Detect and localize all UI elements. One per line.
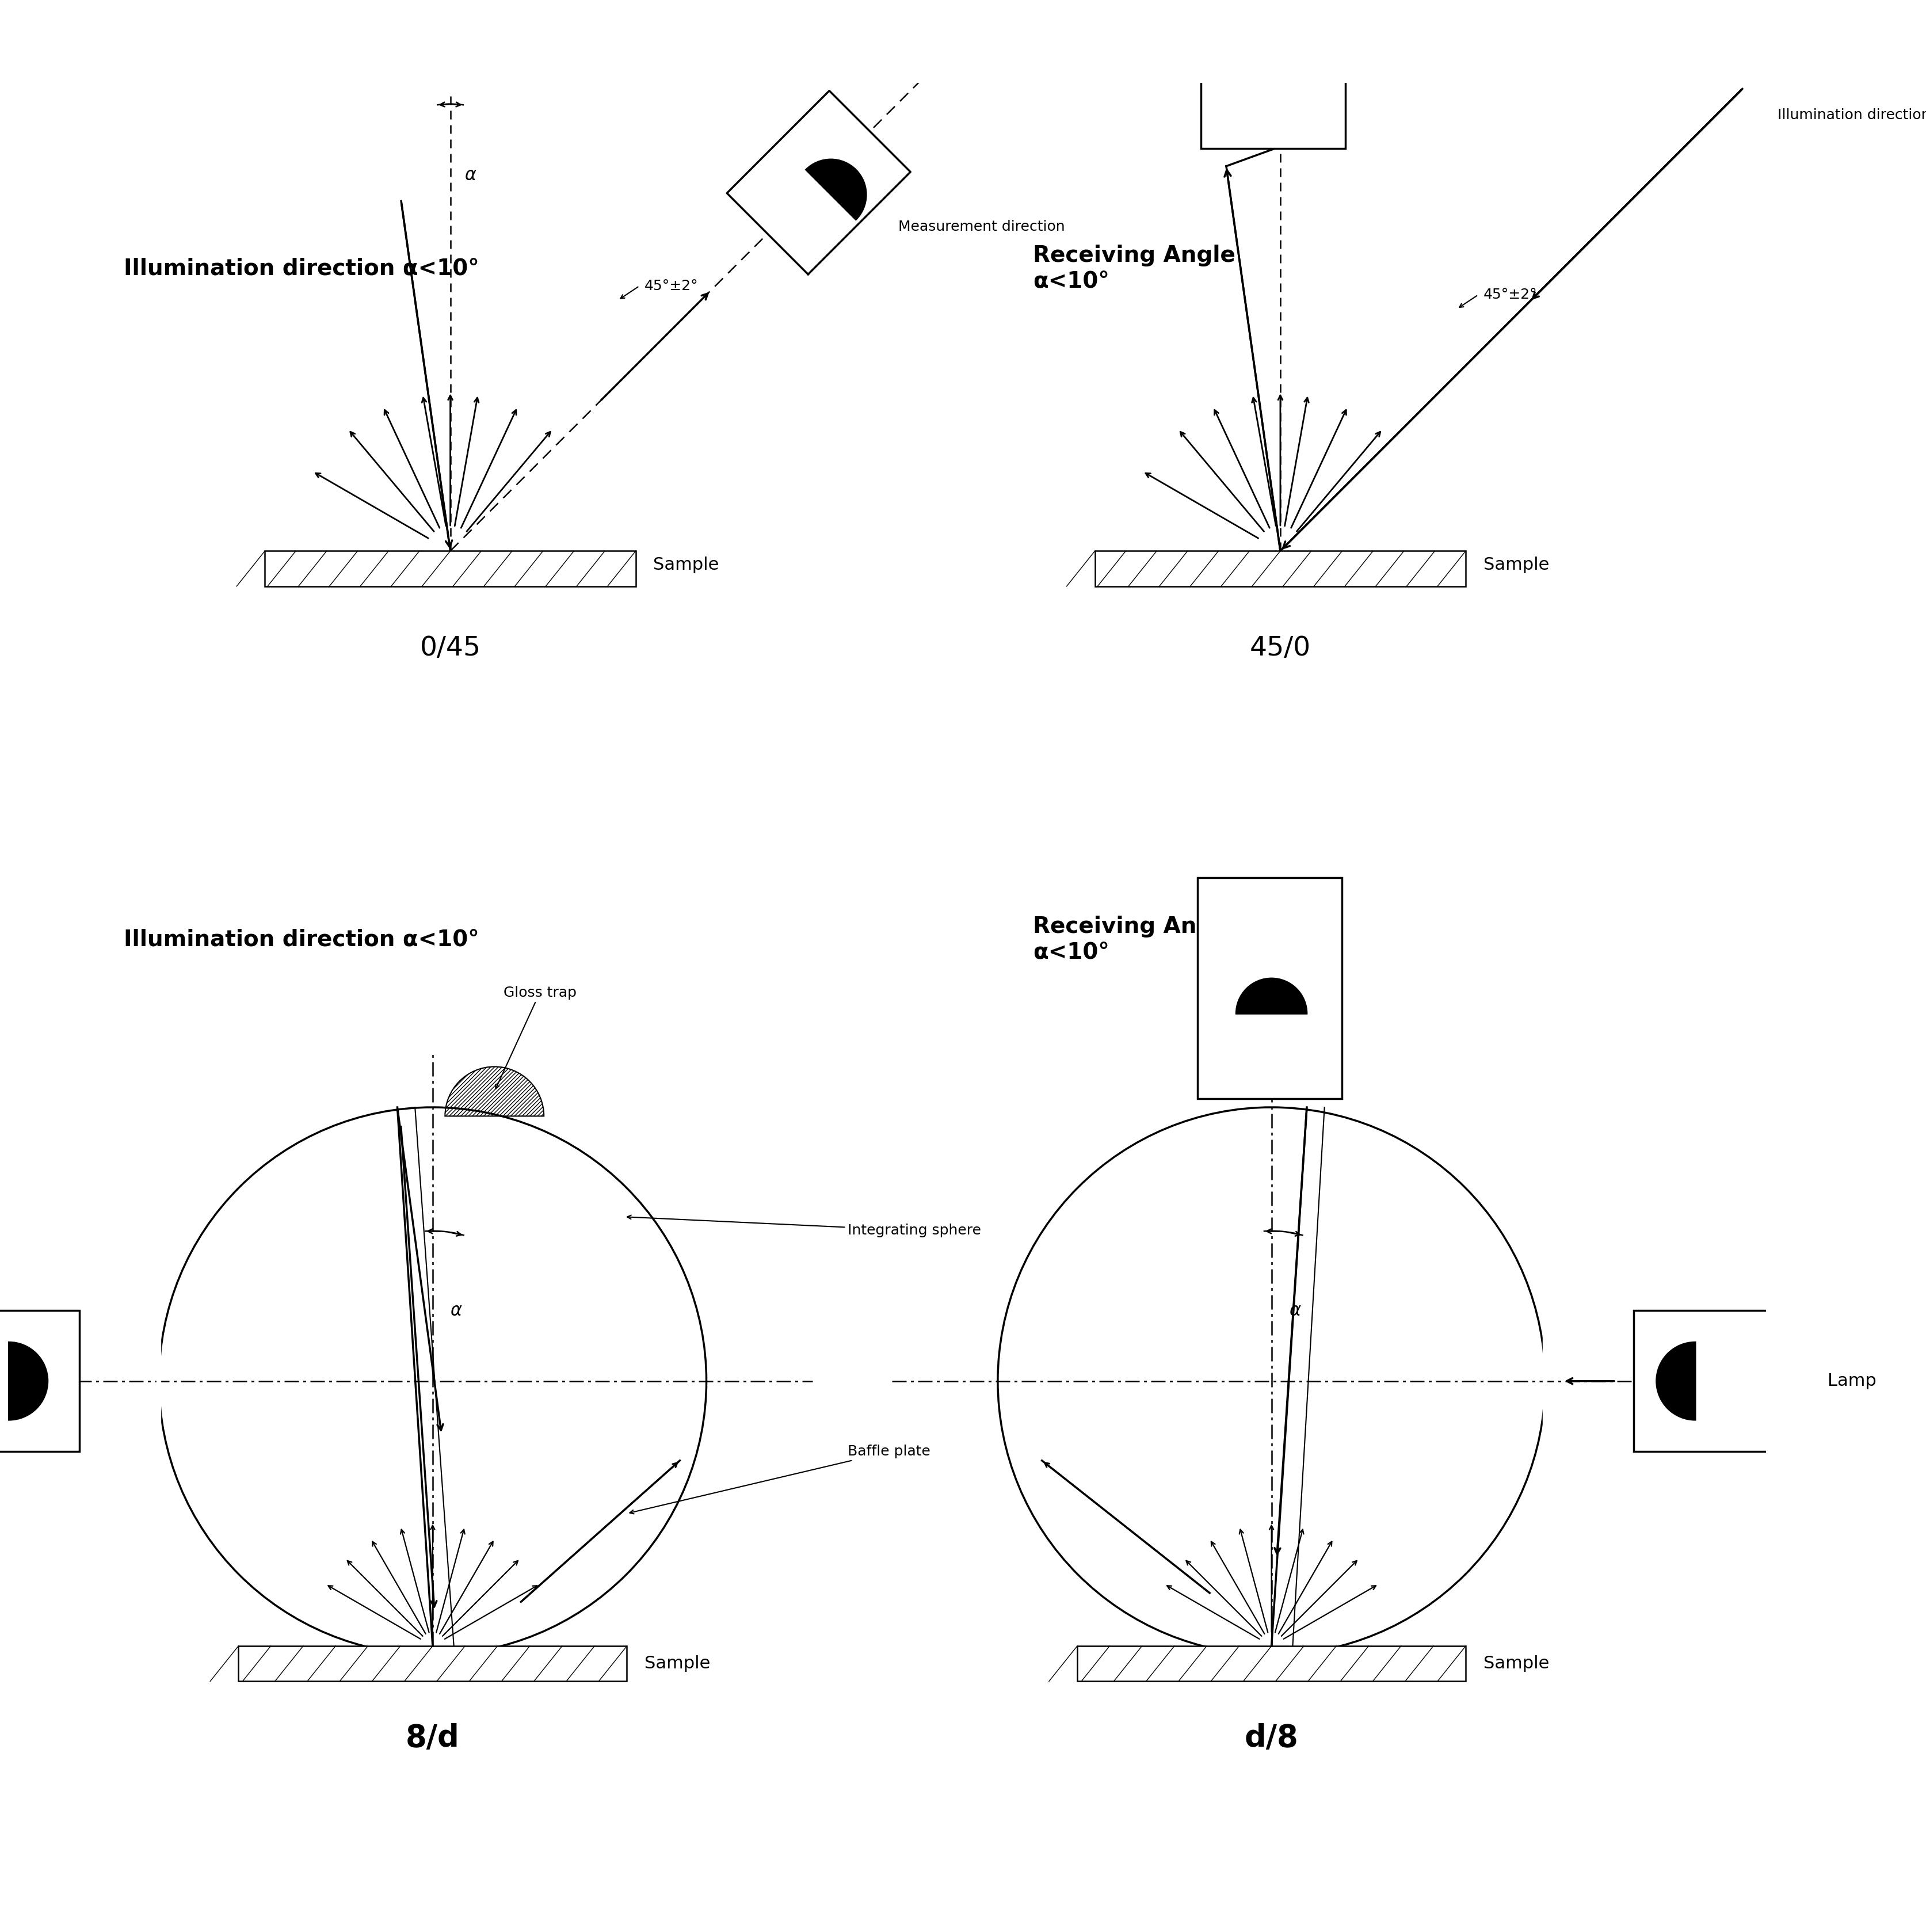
Text: Illumination direction α<10°: Illumination direction α<10° [123, 929, 480, 951]
Text: 45/0: 45/0 [1250, 636, 1312, 661]
Text: Illumination direction: Illumination direction [1778, 108, 1926, 122]
Bar [1633, 1310, 1810, 1451]
Text: Baffle plate: Baffle plate [630, 1445, 930, 1515]
Text: Sample: Sample [645, 1656, 711, 1671]
Bar [1198, 877, 1342, 1099]
Text: Lamp: Lamp [1828, 1374, 1876, 1389]
Bar [1077, 1646, 1466, 1681]
Wedge shape [1656, 1343, 1695, 1420]
Text: 45°±2°: 45°±2° [1483, 288, 1537, 301]
Circle shape [160, 1107, 707, 1656]
Text: 45°±2°: 45°±2° [645, 278, 699, 294]
Bar [1200, 0, 1346, 149]
Text: 0/45: 0/45 [420, 636, 482, 661]
Text: α: α [1294, 131, 1306, 149]
Text: α: α [451, 1302, 462, 1320]
Text: α: α [464, 166, 476, 184]
Bar [1094, 551, 1466, 585]
Text: d/8: d/8 [1244, 1723, 1298, 1752]
Text: α: α [1288, 1302, 1300, 1320]
Bar [0, 1310, 79, 1451]
Wedge shape [10, 1343, 48, 1420]
Wedge shape [1236, 978, 1308, 1014]
Text: 8/d: 8/d [406, 1723, 460, 1752]
Bar [239, 1646, 628, 1681]
Bar [266, 551, 636, 585]
Circle shape [998, 1107, 1545, 1656]
Polygon shape [726, 91, 911, 274]
Text: Illumination direction α<10°: Illumination direction α<10° [123, 257, 480, 280]
Text: Measurement direction: Measurement direction [898, 220, 1065, 234]
Wedge shape [1240, 25, 1310, 60]
Wedge shape [805, 158, 867, 220]
Text: Sample: Sample [1483, 1656, 1549, 1671]
Text: Sample: Sample [653, 556, 718, 574]
Text: Integrating sphere: Integrating sphere [628, 1215, 980, 1236]
Text: Receiving Angle
α<10°: Receiving Angle α<10° [1032, 245, 1236, 292]
Text: Receiving Angle
α<10°: Receiving Angle α<10° [1032, 916, 1236, 964]
Text: Sample: Sample [1483, 556, 1549, 574]
Text: Gloss trap: Gloss trap [495, 985, 576, 1090]
